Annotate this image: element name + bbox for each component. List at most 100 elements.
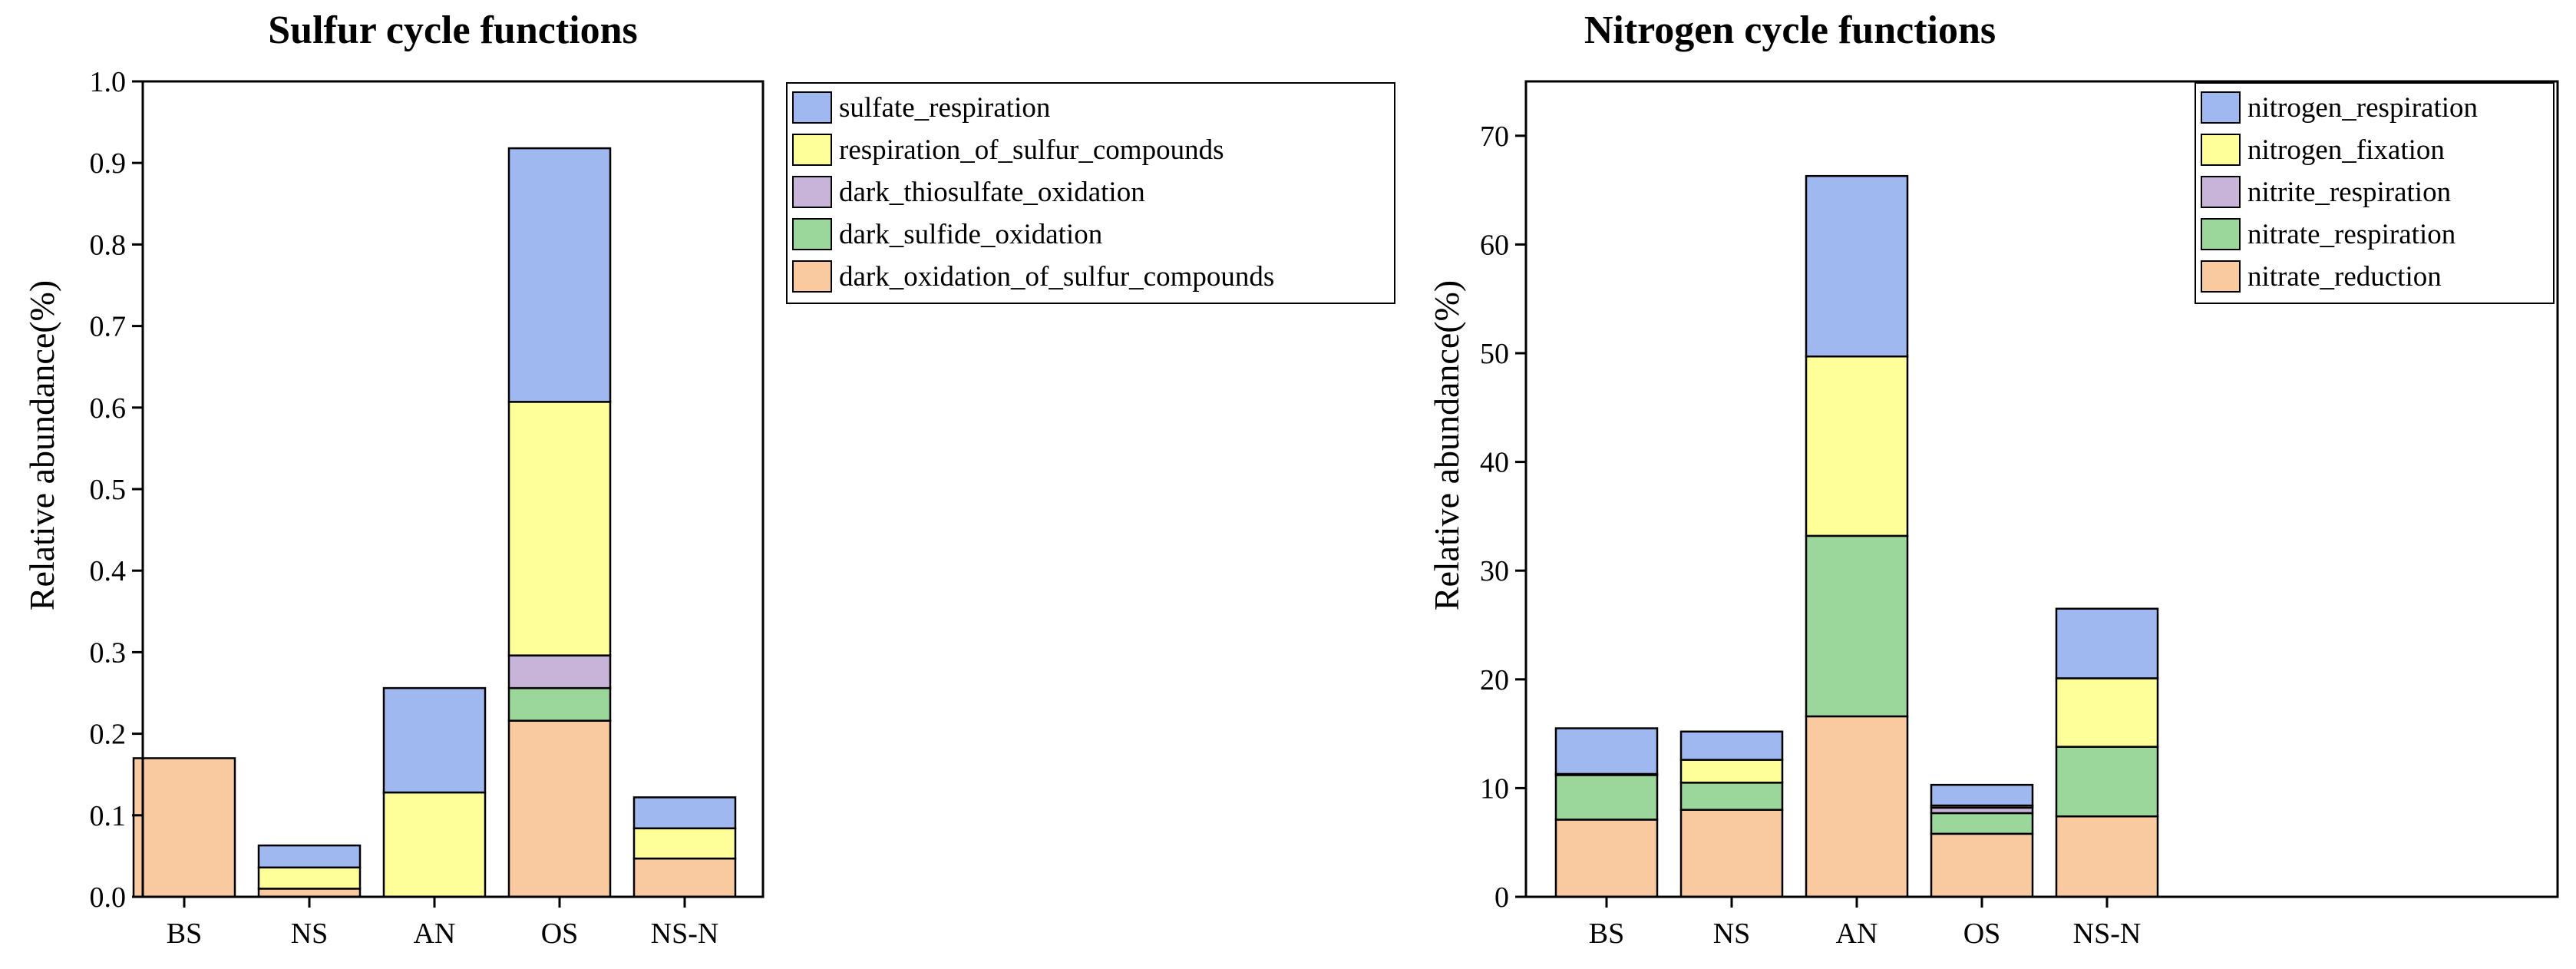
legend-swatch [792,134,832,166]
bar-segment-sulfate-respiration [507,147,612,403]
legend-swatch [792,176,832,208]
y-tick-label: 0.7 [90,311,127,343]
legend-label: dark_sulfide_oxidation [839,219,1102,250]
sulfur-chart-panel: Sulfur cycle functions Relative abundanc… [22,8,1395,950]
plot-frame [1524,80,2559,898]
legend-label: nitrate_reduction [2247,261,2442,293]
y-axis-label: Relative abundance(%) [1427,280,1466,610]
legend-label: respiration_of_sulfur_compounds [839,134,1224,166]
y-ticks: 0 10 20 30 40 50 60 70 [1480,121,1526,914]
bar-segment-nitrate-reduction [2055,815,2159,898]
bar-segment-sulfate-respiration [632,796,737,830]
y-tick-label: 30 [1480,555,1509,587]
bar-segment-nitrogen-fixation [1805,355,1909,537]
bar-segment-dark-oxidation-of-sulfur-compounds [132,757,236,898]
legend-swatch [2201,176,2241,208]
nitrogen-chart-panel: Nitrogen cycle functions Relative abunda… [1427,8,2559,950]
bar-segment-dark-oxidation-of-sulfur-compounds [632,857,737,898]
y-tick-label: 0.1 [90,800,127,832]
bar-segment-nitrate-reduction [1554,819,1659,898]
bar-segment-nitrogen-respiration [1805,174,1909,358]
bar-segment-respiration-of-sulfur-compounds [632,827,737,860]
bar-segment-nitrate-reduction [1679,809,1784,898]
x-tick-label: OS [541,918,579,950]
legend-swatch [2201,134,2241,166]
y-tick-label: 60 [1480,229,1509,261]
bar-segment-dark-sulfide-oxidation [507,686,612,722]
bar-segment-respiration-of-sulfur-compounds [507,401,612,656]
legend-label: nitrogen_fixation [2247,134,2445,166]
legend-label: nitrate_respiration [2247,219,2455,250]
y-tick-label: 1.0 [90,66,127,98]
y-tick-label: 0 [1494,881,1509,914]
x-tick-label: AN [414,918,456,950]
legend-label: sulfate_respiration [839,92,1050,124]
y-tick-label: 0.3 [90,637,127,669]
bar-segment-nitrogen-respiration [1930,783,2034,807]
bar-segment-respiration-of-sulfur-compounds [382,791,487,898]
y-tick-label: 0.0 [90,881,127,914]
x-ticks: BS NS AN OS NS-N [167,897,719,950]
legend-swatch [2201,260,2241,293]
legend: sulfate_respiration respiration_of_sulfur… [786,82,1395,304]
y-tick-label: 0.6 [90,392,127,425]
y-tick-label: 10 [1480,772,1509,805]
y-tick-label: 50 [1480,338,1509,370]
y-tick-label: 40 [1480,447,1509,479]
y-tick-label: 0.4 [90,555,127,587]
bar-segment-nitrate-respiration [1679,782,1784,811]
bar-segment-nitrogen-respiration [1679,730,1784,761]
x-ticks: BS NS AN OS NS-N [1589,897,2142,950]
bar-segment-sulfate-respiration [257,844,362,869]
chart-title: Sulfur cycle functions [268,8,638,52]
legend-swatch [2201,91,2241,124]
bar-segment-respiration-of-sulfur-compounds [257,866,362,890]
y-tick-label: 0.5 [90,474,127,506]
legend-label: dark_oxidation_of_sulfur_compounds [839,261,1274,293]
y-axis-label: Relative abundance(%) [22,280,61,610]
legend: nitrogen_respiration nitrogen_fixationnit… [2195,82,2555,304]
legend-box [2195,82,2555,304]
legend-swatch [792,91,832,124]
legend-swatch [2201,218,2241,250]
y-tick-label: 0.8 [90,229,127,261]
bar-group [132,147,737,898]
bar-segment-dark-oxidation-of-sulfur-compounds [507,719,612,898]
bar-segment-nitrate-respiration [1930,812,2034,835]
legend-label: nitrite_respiration [2247,177,2451,208]
y-tick-label: 0.9 [90,147,127,180]
legend-label: dark_thiosulfate_oxidation [839,177,1145,208]
legend-label: nitrogen_respiration [2247,92,2478,124]
bar-segment-nitrate-respiration [2055,746,2159,818]
bar-segment-nitrate-respiration [1554,774,1659,821]
bar-segment-dark-oxidation-of-sulfur-compounds [257,888,362,898]
x-tick-label: BS [167,918,202,950]
bar-segment-nitrate-respiration [1805,534,1909,718]
bar-segment-nitrogen-fixation [1679,759,1784,784]
bar-segment-nitrate-reduction [1930,832,2034,898]
bar-segment-nitrate-reduction [1805,715,1909,898]
x-tick-label: NS [1713,918,1751,950]
bar-segment-nitrogen-respiration [1554,727,1659,776]
x-tick-label: BS [1589,918,1624,950]
x-tick-label: AN [1836,918,1878,950]
x-tick-label: NS [291,918,329,950]
y-tick-label: 70 [1480,121,1509,153]
chart-title: Nitrogen cycle functions [1584,8,1996,52]
bar-group [1554,174,2159,898]
y-tick-label: 20 [1480,664,1509,696]
bar-segment-nitrogen-respiration [2055,607,2159,680]
x-tick-label: NS-N [2073,918,2142,950]
y-tick-label: 0.2 [90,719,127,751]
y-ticks: 0.0 0.1 0.2 0.3 0.4 0.5 0.6 0.7 0.8 0.9 1.0 [90,66,143,914]
x-tick-label: OS [1963,918,2001,950]
x-tick-label: NS-N [651,918,719,950]
legend-swatch [792,218,832,250]
bar-segment-nitrogen-fixation [2055,677,2159,748]
bar-segment-sulfate-respiration [382,686,487,794]
bar-segment-dark-thiosulfate-oxidation [507,654,612,690]
legend-box [786,82,1395,304]
legend-swatch [792,260,832,293]
